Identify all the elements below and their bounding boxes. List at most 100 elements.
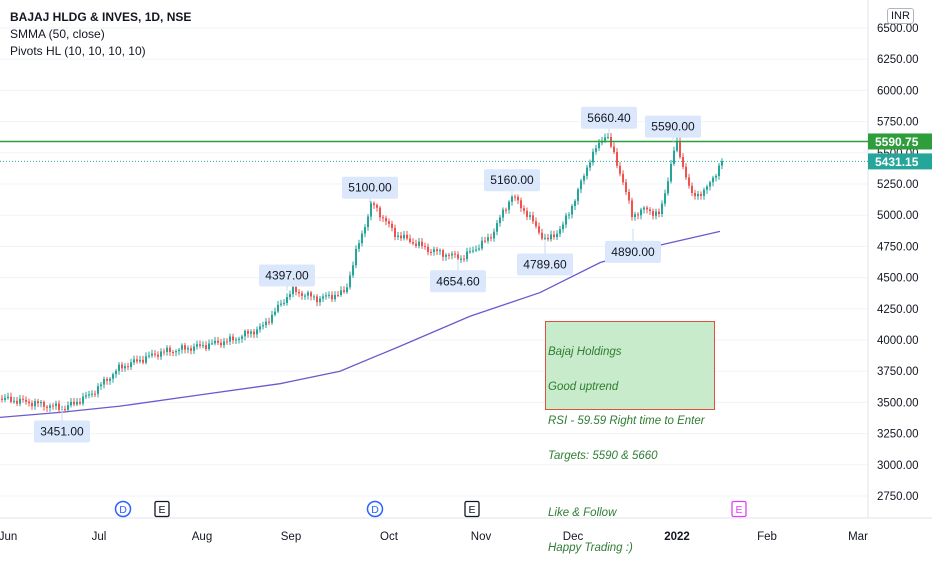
pivot-box xyxy=(484,169,540,192)
candle-body xyxy=(493,231,495,239)
candle-body xyxy=(283,302,285,304)
candle-body xyxy=(475,249,477,251)
candle-body xyxy=(16,400,18,404)
candle-body xyxy=(526,210,528,217)
candle-body xyxy=(586,167,588,176)
pivot-high-label: 5100.00 xyxy=(348,181,392,195)
dividend-marker xyxy=(114,500,132,518)
candle-body xyxy=(466,251,468,260)
candle-body xyxy=(481,240,483,249)
symbol-title[interactable]: BAJAJ HLDG & INVES, 1D, NSE xyxy=(10,10,192,24)
candle-body xyxy=(625,182,627,192)
smma-legend[interactable]: SMMA (50, close) xyxy=(10,27,105,41)
pivot-box xyxy=(342,176,398,199)
candle-body xyxy=(208,343,210,350)
candle-body xyxy=(511,196,513,202)
candle-body xyxy=(331,294,333,300)
candle-body xyxy=(343,290,345,293)
candle-body xyxy=(436,249,438,252)
note-line-7: Happy Trading :) xyxy=(548,541,633,554)
candle-body xyxy=(361,233,363,244)
candle-body xyxy=(424,246,426,248)
candle-body xyxy=(94,393,96,395)
candle-body xyxy=(139,359,141,362)
candle-body xyxy=(22,398,24,400)
candle-body xyxy=(307,292,309,296)
candle-body xyxy=(190,348,192,351)
candle-body xyxy=(46,406,48,408)
candle-body xyxy=(28,401,30,404)
candle-body xyxy=(265,321,267,326)
candle-body xyxy=(289,294,291,298)
candle-body xyxy=(388,221,390,224)
candle-body xyxy=(718,165,720,177)
candle-body xyxy=(304,295,306,297)
candle-body xyxy=(235,339,237,341)
candle-body xyxy=(328,294,330,296)
candle-body xyxy=(556,233,558,238)
candle-body xyxy=(676,141,678,151)
currency-badge[interactable]: INR xyxy=(887,8,914,24)
candle-body xyxy=(76,401,78,405)
candle-body xyxy=(169,347,171,353)
pivots-legend[interactable]: Pivots HL (10, 10, 10, 10) xyxy=(10,44,146,58)
candle-body xyxy=(277,304,279,312)
candle-body xyxy=(70,401,72,406)
candle-body xyxy=(646,207,648,210)
time-tick-label: Dec xyxy=(563,531,584,543)
candle-body xyxy=(160,351,162,357)
candle-body xyxy=(685,166,687,178)
candle-body xyxy=(550,234,552,240)
candle-body xyxy=(394,227,396,238)
candle-body xyxy=(670,163,672,182)
price-chart[interactable]: 6500.006250.006000.005750.005500.005250.… xyxy=(0,0,932,550)
price-tick-label: 6500.00 xyxy=(877,23,919,35)
candle-body xyxy=(454,253,456,255)
candle-body xyxy=(358,243,360,249)
candle-body xyxy=(421,241,423,247)
candle-body xyxy=(4,397,6,400)
candle-body xyxy=(370,203,372,217)
price-tick-label: 3750.00 xyxy=(877,366,919,378)
candle-body xyxy=(568,214,570,216)
candle-body xyxy=(451,253,453,256)
candle-body xyxy=(709,182,711,187)
candle-body xyxy=(229,336,231,342)
candle-body xyxy=(700,193,702,196)
time-tick-label: 2022 xyxy=(664,531,690,543)
candle-body xyxy=(151,353,153,356)
candle-body xyxy=(508,201,510,210)
time-tick-label: Jun xyxy=(0,531,17,543)
candle-body xyxy=(262,325,264,327)
candle-body xyxy=(196,344,198,347)
candle-body xyxy=(346,287,348,293)
horizontal-lines: 5590.75 5431.15 xyxy=(0,133,932,170)
note-box[interactable]: Bajaj Holdings Good uptrend RSI - 59.59 … xyxy=(545,321,715,553)
candle-body xyxy=(232,336,234,341)
candle-body xyxy=(439,250,441,252)
candle-body xyxy=(238,338,240,340)
time-tick-label: Aug xyxy=(192,531,212,543)
candle-body xyxy=(295,286,297,292)
candle-body xyxy=(100,384,102,387)
candle-body xyxy=(82,396,84,404)
candle-body xyxy=(31,403,33,407)
candle-body xyxy=(271,314,273,323)
candle-body xyxy=(253,331,255,335)
candle-body xyxy=(25,399,27,402)
candles xyxy=(1,132,723,414)
candle-body xyxy=(406,234,408,239)
candle-body xyxy=(616,152,618,166)
candle-body xyxy=(712,177,714,183)
candle-body xyxy=(673,150,675,164)
candle-body xyxy=(619,165,621,174)
candle-body xyxy=(181,345,183,350)
candle-body xyxy=(703,189,705,196)
candle-body xyxy=(127,366,129,368)
price-tick-label: 3000.00 xyxy=(877,460,919,472)
candle-body xyxy=(79,401,81,404)
time-tick-label: Feb xyxy=(757,531,777,543)
price-tick-label: 4250.00 xyxy=(877,304,919,316)
candle-body xyxy=(538,226,540,233)
